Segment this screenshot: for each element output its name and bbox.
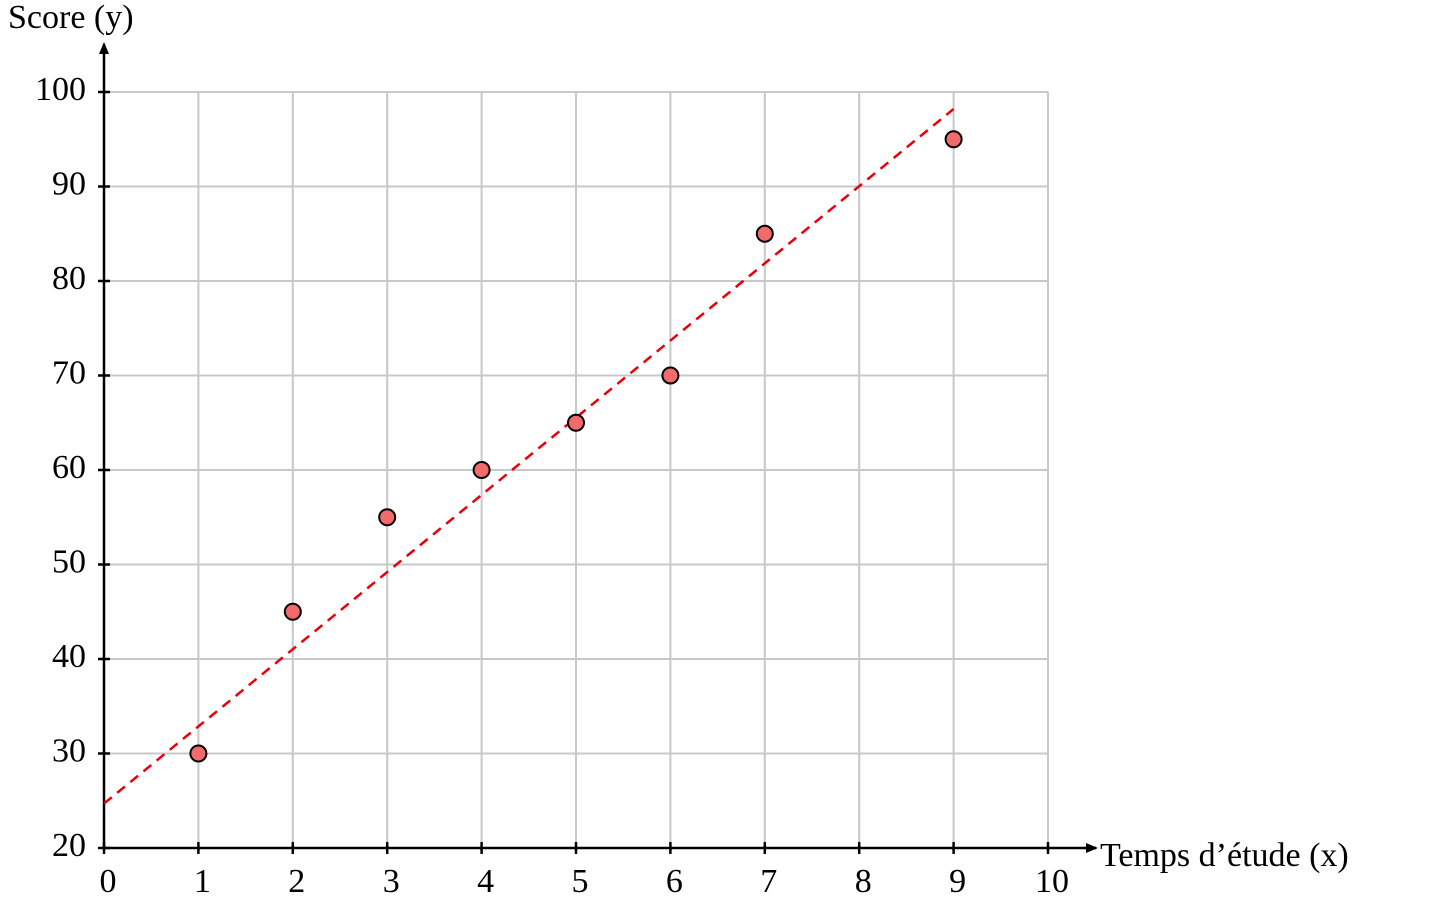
x-tick-label: 6 [666, 863, 683, 900]
x-tick-label: 8 [855, 863, 872, 900]
y-tick-label: 80 [52, 260, 86, 297]
y-tick-label: 30 [52, 732, 86, 769]
data-point [283, 602, 302, 621]
x-tick-label: 3 [383, 863, 400, 900]
x-tick-label: 4 [477, 863, 494, 900]
data-point [567, 413, 585, 432]
data-point [378, 508, 397, 527]
grid [103, 91, 1049, 849]
x-tick-label: 7 [760, 863, 777, 900]
y-tick-label: 20 [52, 827, 86, 864]
data-point [755, 224, 774, 243]
data-point [472, 461, 491, 479]
x-tick-label: 10 [1035, 863, 1069, 900]
x-tick-label: 1 [194, 863, 211, 900]
x-tick-label: 2 [288, 863, 305, 900]
y-tick-label: 60 [52, 449, 86, 486]
data-point [944, 130, 963, 149]
y-tick-label: 50 [52, 543, 86, 580]
x-tick-label: 9 [949, 863, 966, 900]
y-axis-label: Score (y) [8, 0, 134, 36]
x-axis-label: Temps d’étude (x) [1100, 837, 1349, 874]
y-tick-label: 40 [52, 638, 86, 675]
y-tick-label: 70 [52, 354, 86, 391]
x-tick-label: 0 [100, 863, 117, 900]
trend-line [103, 108, 955, 805]
y-tick-label: 100 [35, 71, 86, 108]
x-tick-label: 5 [572, 863, 589, 900]
data-point [189, 744, 208, 763]
y-tick-label: 90 [52, 165, 86, 202]
data-point [661, 366, 680, 385]
